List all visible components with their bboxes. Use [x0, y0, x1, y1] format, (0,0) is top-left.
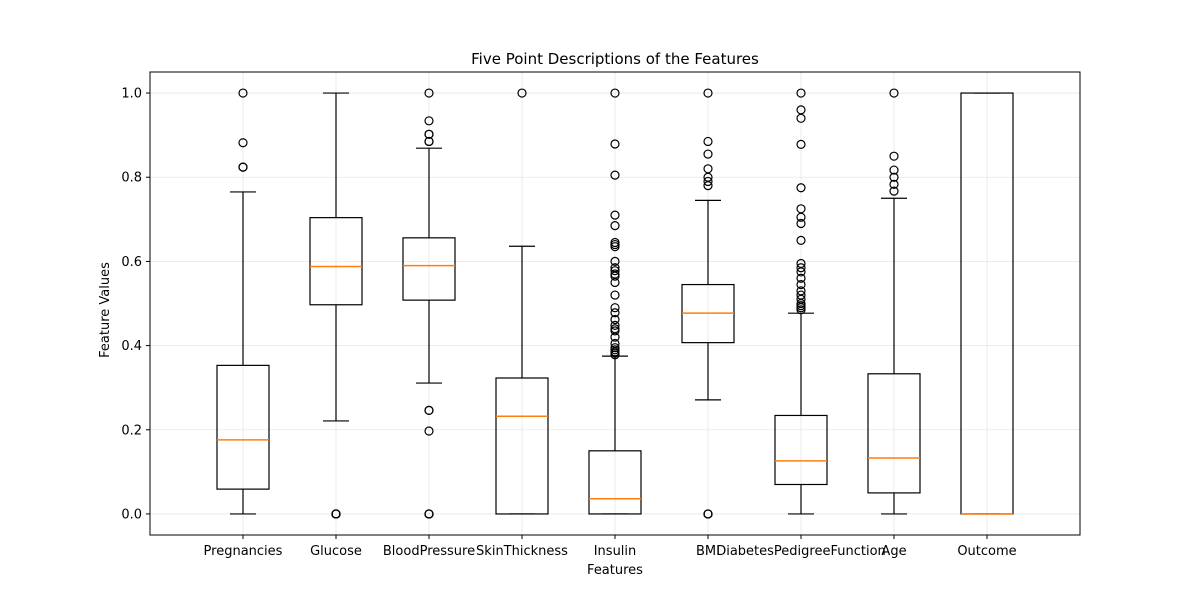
outlier-point [610, 314, 620, 325]
outlier-point [610, 269, 620, 279]
outlier-point [424, 426, 434, 436]
iqr-box [774, 414, 828, 486]
y-tick-label: 0.2 [121, 423, 142, 438]
box-bloodpressure [402, 88, 456, 519]
outlier-point [238, 88, 248, 98]
outlier-point [238, 138, 248, 148]
x-tick-label: Glucose [310, 544, 362, 559]
y-tick-label: 0.6 [121, 255, 142, 270]
outlier-point [331, 509, 341, 519]
x-tick-label: Outcome [957, 544, 1016, 559]
outlier-point [703, 164, 713, 174]
outlier-point [796, 105, 806, 115]
outlier-point [796, 273, 806, 283]
iqr-box [867, 373, 921, 494]
outlier-point [238, 162, 248, 172]
outlier-point [610, 324, 620, 334]
outlier-point [796, 88, 806, 98]
outlier-point [796, 218, 806, 229]
iqr-box [216, 364, 270, 490]
x-tick-label: DiabetesPedigreeFunction [716, 544, 886, 559]
outlier-point [703, 509, 713, 519]
outlier-point [703, 149, 713, 159]
outlier-point [610, 256, 620, 267]
boxes [216, 88, 1014, 519]
outlier-point [889, 172, 899, 182]
iqr-box [309, 217, 363, 306]
outlier-point [424, 129, 434, 139]
outlier-point [889, 165, 899, 175]
outlier-point [424, 116, 434, 126]
outlier-point [610, 237, 620, 248]
outlier-point [796, 258, 806, 269]
outlier-point [796, 279, 806, 290]
x-tick-label: Insulin [594, 544, 637, 559]
x-tick-label: Age [881, 544, 906, 559]
box-age [867, 88, 921, 515]
outlier-point [610, 320, 620, 330]
outlier-point [796, 235, 806, 245]
outlier-point [424, 136, 434, 147]
outlier-point [517, 88, 527, 98]
x-tick-label: Pregnancies [204, 544, 283, 559]
y-axis-title: Feature Values [98, 262, 113, 358]
outlier-point [424, 509, 434, 519]
y-tick-label: 1.0 [121, 87, 142, 102]
box-pregnancies [216, 88, 270, 515]
outlier-point [610, 303, 620, 313]
y-axis-ticks: 0.0 0.2 0.4 0.6 0.8 1.0 [121, 87, 150, 522]
outlier-point [796, 139, 806, 149]
outlier-point [610, 221, 620, 231]
outlier-point [610, 343, 620, 353]
outlier-point [703, 176, 713, 187]
x-tick-label: SkinThickness [476, 544, 568, 559]
x-tick-label: BloodPressure [383, 544, 475, 559]
box-outcome [960, 92, 1014, 515]
outlier-point [703, 136, 713, 147]
outlier-point [889, 179, 899, 189]
outlier-point [796, 204, 806, 214]
iqr-box [402, 237, 456, 301]
outlier-point [796, 183, 806, 193]
y-tick-label: 0.0 [121, 507, 142, 522]
y-tick-label: 0.4 [121, 339, 142, 354]
box-insulin [588, 88, 642, 515]
box-diabetespedigreefunction [774, 88, 828, 515]
outlier-point [610, 170, 620, 180]
outlier-point [889, 88, 899, 98]
outlier-point [610, 88, 620, 98]
x-axis-ticks: Pregnancies Glucose BloodPressure SkinThick… [204, 535, 1017, 559]
iqr-box [588, 450, 642, 515]
outlier-point [610, 263, 620, 273]
chart-title: Five Point Descriptions of the Features [471, 50, 759, 68]
iqr-box [495, 377, 549, 515]
box-bmi [681, 88, 735, 519]
x-axis-title: Features [587, 563, 643, 578]
outlier-point [424, 405, 434, 416]
outlier-point [796, 290, 806, 300]
outlier-point [889, 151, 899, 161]
outlier-point [796, 263, 806, 273]
outlier-point [610, 139, 620, 149]
outlier-point [610, 266, 620, 276]
outlier-point [889, 186, 899, 196]
outlier-point [610, 210, 620, 220]
box-skinthickness [495, 88, 549, 515]
outlier-point [610, 338, 620, 349]
outlier-point [703, 88, 713, 98]
outlier-point [796, 286, 806, 296]
box-glucose [309, 92, 363, 519]
outlier-point [610, 290, 620, 300]
y-tick-label: 0.8 [121, 171, 142, 186]
outlier-point [424, 88, 434, 98]
outlier-point [610, 308, 620, 318]
x-tick-label: BMI [696, 544, 720, 559]
